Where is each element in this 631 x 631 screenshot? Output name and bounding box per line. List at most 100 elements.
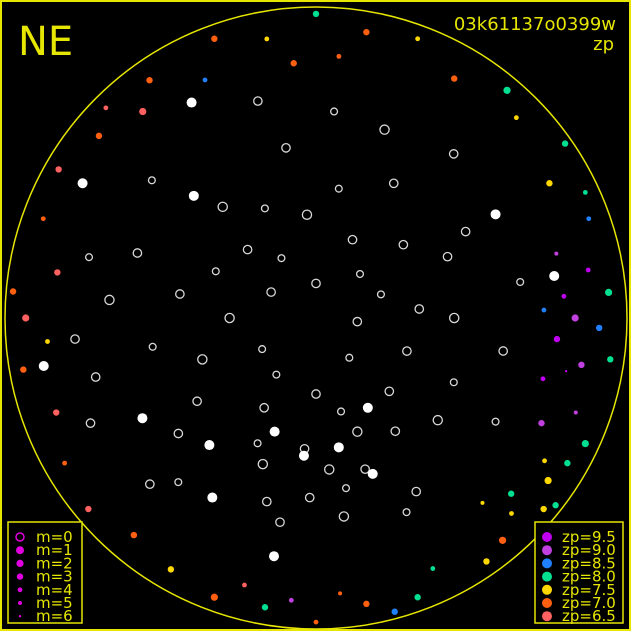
bright-star-marker — [38, 361, 49, 372]
measured-star-marker — [414, 594, 421, 601]
catalog-star-marker — [352, 316, 363, 327]
catalog-star-marker — [388, 178, 399, 189]
catalog-star-marker — [277, 254, 286, 263]
catalog-star-marker — [402, 508, 411, 517]
measured-star-marker — [430, 566, 436, 571]
measured-star-marker — [544, 476, 552, 485]
measured-star-marker — [513, 115, 519, 121]
catalog-star-marker — [301, 209, 313, 220]
legend-zp-label: zp=9.5 — [562, 528, 616, 546]
measured-star-marker — [538, 419, 545, 427]
catalog-star-marker — [260, 204, 269, 213]
measured-star-marker — [541, 307, 547, 313]
legend-m-marker — [17, 587, 23, 593]
catalog-star-marker — [334, 184, 343, 193]
catalog-star-marker — [258, 345, 267, 354]
measured-star-marker — [540, 505, 547, 513]
measured-star-marker — [211, 35, 218, 42]
measured-star-marker — [507, 490, 515, 497]
measured-star-marker — [290, 60, 297, 67]
bright-star-marker — [333, 442, 344, 453]
bright-star-marker — [269, 426, 280, 437]
measured-star-marker — [55, 166, 62, 173]
bright-star-marker — [549, 270, 560, 281]
measured-star-marker — [607, 356, 614, 363]
measured-star-marker — [581, 439, 589, 448]
catalog-star-marker — [253, 96, 263, 106]
bright-star-marker — [137, 413, 148, 424]
catalog-star-marker — [390, 426, 401, 437]
legend-m-label: m=5 — [36, 594, 73, 612]
catalog-star-marker — [90, 372, 101, 382]
catalog-star-marker — [498, 346, 509, 356]
measured-star-marker — [578, 361, 585, 369]
measured-star-marker — [540, 376, 546, 382]
measured-star-marker — [202, 77, 208, 83]
legend-zp: zp=9.5zp=9.0zp=8.5zp=8.0zp=7.5zp=7.0zp=6… — [534, 521, 624, 625]
measured-star-marker — [451, 75, 458, 82]
catalog-star-marker — [174, 478, 183, 487]
measured-star-marker — [45, 339, 50, 344]
legend-zp-marker — [542, 558, 552, 569]
legend-m-marker — [18, 615, 22, 618]
catalog-star-marker — [341, 484, 351, 493]
bright-star-marker — [362, 402, 373, 413]
legend-zp-label: zp=6.5 — [562, 607, 616, 625]
catalog-star-marker — [261, 496, 272, 507]
catalog-star-marker — [448, 312, 460, 324]
measured-star-marker — [338, 591, 343, 596]
measured-star-marker — [561, 293, 567, 299]
measured-star-marker — [40, 216, 46, 222]
legend-m-marker — [18, 601, 22, 605]
catalog-star-marker — [253, 439, 262, 448]
measured-star-marker — [210, 593, 218, 601]
catalog-star-marker — [304, 492, 315, 503]
catalog-star-marker — [460, 226, 471, 237]
measured-star-marker — [261, 604, 269, 611]
catalog-star-marker — [132, 248, 143, 258]
catalog-star-marker — [379, 124, 390, 135]
horizon-circle — [4, 6, 628, 630]
frame-id: 03k61137o0399w — [454, 14, 616, 35]
measured-star-marker — [483, 558, 490, 565]
legend-magnitude: m=0m=1m=2m=3m=4m=5m=6 — [7, 521, 83, 625]
measured-star-marker — [552, 502, 559, 509]
measured-star-marker — [498, 536, 507, 544]
measured-star-marker — [139, 107, 147, 116]
catalog-star-marker — [147, 176, 156, 185]
measured-star-marker — [242, 582, 247, 588]
legend-zp-label: zp=8.5 — [562, 554, 616, 572]
measured-star-marker — [312, 10, 320, 18]
legend-m-label: m=0 — [36, 528, 73, 546]
measured-star-marker — [85, 505, 92, 513]
catalog-star-marker — [336, 407, 346, 416]
measured-star-marker — [480, 500, 485, 505]
catalog-star-marker — [211, 267, 220, 276]
catalog-star-marker — [311, 278, 321, 289]
catalog-star-marker — [259, 402, 270, 413]
legend-m-marker — [15, 532, 25, 542]
catalog-star-marker — [432, 414, 444, 426]
catalog-star-marker — [217, 201, 228, 213]
catalog-star-marker — [384, 386, 395, 397]
measured-star-marker — [585, 267, 591, 273]
catalog-star-marker — [275, 517, 285, 528]
catalog-star-marker — [345, 353, 354, 362]
measured-star-marker — [564, 369, 568, 373]
catalog-star-marker — [414, 304, 425, 314]
bright-star-marker — [367, 468, 378, 479]
catalog-star-marker — [197, 354, 208, 365]
catalog-star-marker — [398, 239, 409, 250]
measured-star-marker — [363, 600, 370, 608]
legend-zp-marker — [542, 611, 552, 622]
measured-star-marker — [313, 619, 319, 625]
measured-star-marker — [146, 77, 153, 84]
legend-m-label: m=6 — [36, 607, 73, 625]
legend-zp-label: zp=9.0 — [562, 541, 616, 559]
catalog-star-marker — [347, 234, 358, 245]
measured-star-marker — [595, 324, 603, 332]
measured-star-marker — [503, 86, 511, 94]
legend-m-marker — [16, 546, 24, 555]
